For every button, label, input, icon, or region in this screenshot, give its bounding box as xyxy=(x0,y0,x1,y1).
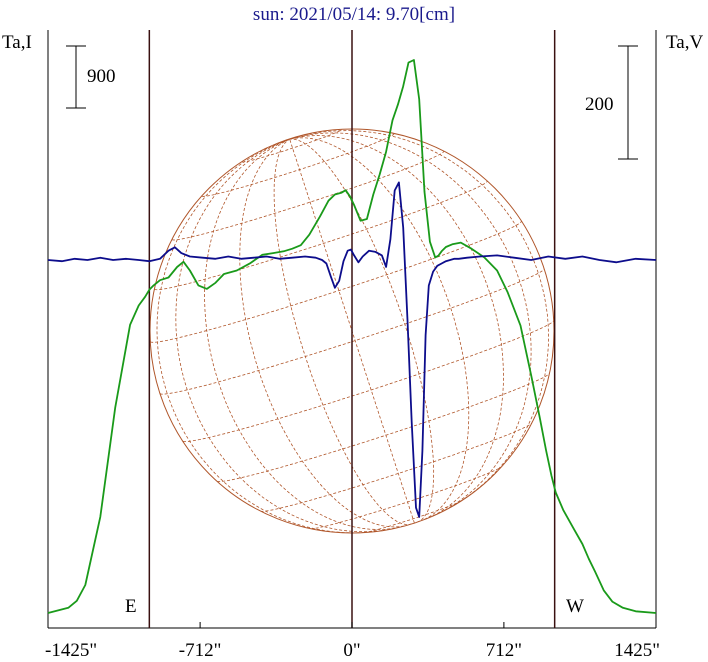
disk-longitude-line xyxy=(204,138,401,530)
solar-disk-grid xyxy=(149,128,555,534)
disk-longitude-line xyxy=(156,138,375,534)
disk-latitude-line xyxy=(150,220,522,343)
disk-longitude-line xyxy=(289,132,532,518)
stokes-v-series xyxy=(47,181,657,518)
series-line-i xyxy=(47,59,657,614)
chart-title: sun: 2021/05/14: 9.70[cm] xyxy=(253,4,455,25)
limb-label-west: W xyxy=(566,596,584,617)
solar-disk-grid-lines xyxy=(150,129,554,534)
scale-bar-right-label: 200 xyxy=(585,94,614,115)
disk-latitude-line xyxy=(182,320,554,443)
y-right-axis-label: Ta,V xyxy=(666,32,703,53)
x-tick-label: 1425" xyxy=(614,640,660,661)
x-axis-ticks: -1425" -712" 0" 712" 1425" xyxy=(45,622,660,661)
disk-longitude-line xyxy=(289,130,549,508)
disk-longitude-line xyxy=(273,138,412,525)
x-tick-label: 0" xyxy=(343,640,360,661)
disk-longitude-line xyxy=(289,135,504,519)
scale-bar-right xyxy=(618,45,638,160)
limb-label-east: E xyxy=(125,596,137,617)
x-tick-label: -712" xyxy=(179,640,222,661)
disk-longitude-line xyxy=(289,139,415,524)
x-tick-label: 712" xyxy=(486,640,522,661)
scale-bar-left xyxy=(66,45,86,109)
stokes-i-series xyxy=(47,59,657,614)
plot-frame xyxy=(47,30,657,629)
disk-longitude-line xyxy=(289,137,470,520)
scale-bar-left-label: 900 xyxy=(87,66,116,87)
disk-longitude-line xyxy=(175,138,397,533)
disk-latitude-line xyxy=(260,422,533,512)
x-tick-label: -1425" xyxy=(45,640,97,661)
disk-latitude-line xyxy=(363,500,462,534)
y-left-axis-label: Ta,I xyxy=(2,32,32,53)
series-line-v xyxy=(47,181,657,518)
disk-longitude-line xyxy=(239,138,405,528)
disk-longitude-line xyxy=(289,138,435,523)
